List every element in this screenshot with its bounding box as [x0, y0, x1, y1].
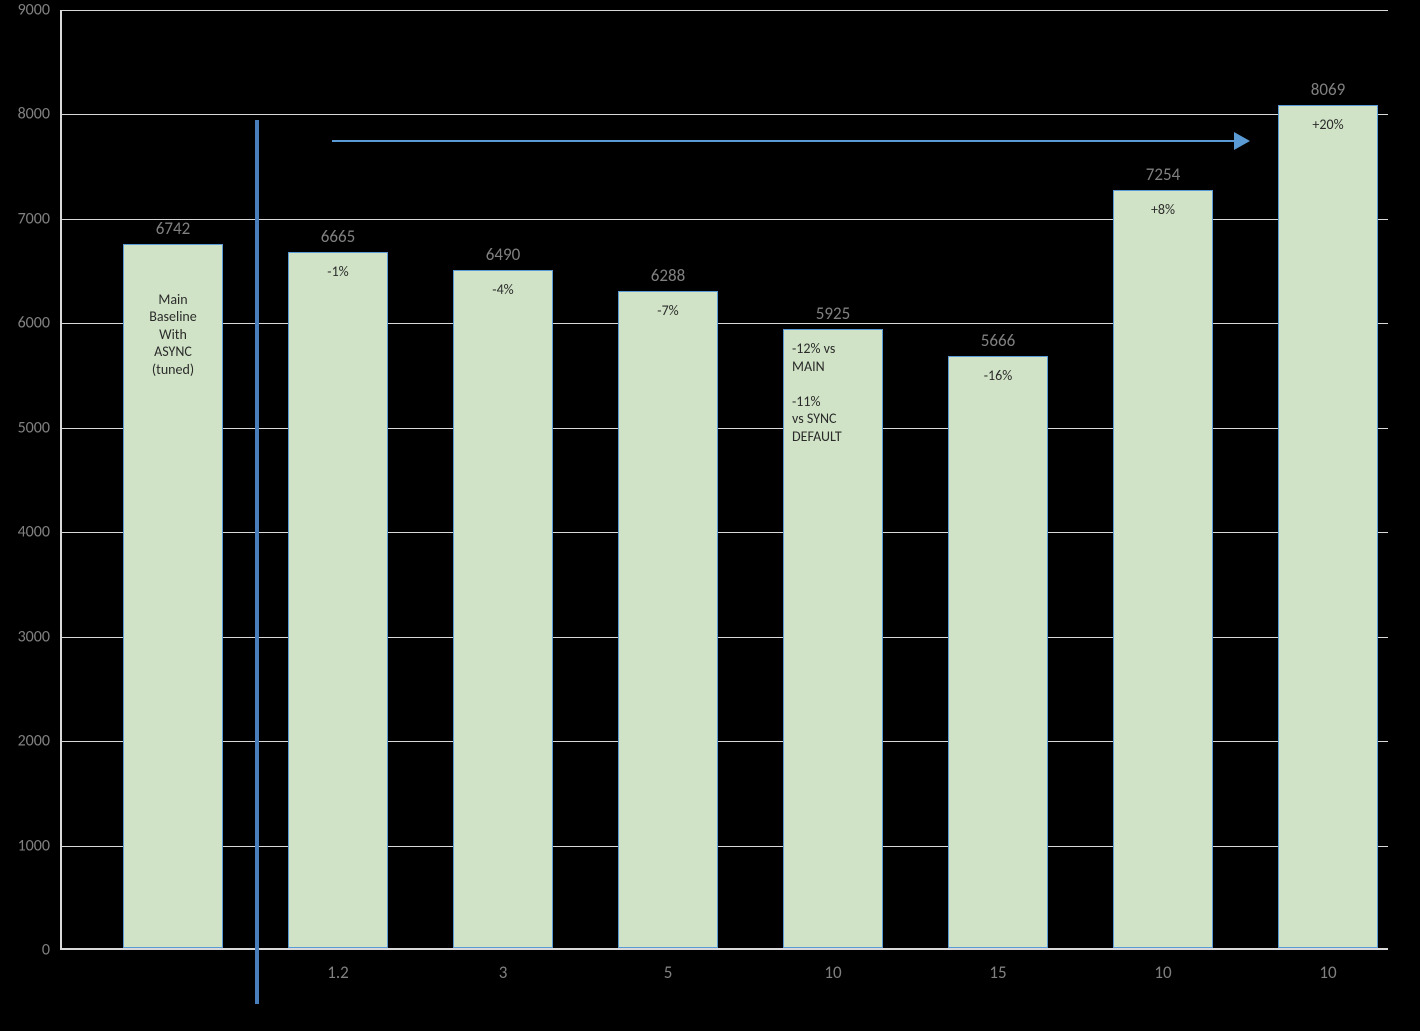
x-tick-label: 3: [499, 962, 508, 983]
bar-value-label: 5666: [981, 330, 1015, 351]
bar: 6288-7%: [618, 291, 718, 948]
trend-arrow-head: [1234, 132, 1250, 150]
x-tick-label: 10: [1319, 962, 1336, 983]
bar: 6665-1%: [288, 252, 388, 948]
bar: 8069+20%: [1278, 105, 1378, 948]
bar: 6742Main Baseline With ASYNC (tuned): [123, 244, 223, 948]
plot-area: 0100020003000400050006000700080009000674…: [60, 10, 1388, 950]
bar: 5925-12% vs MAIN -11% vs SYNC DEFAULT: [783, 329, 883, 948]
y-tick-label: 3000: [18, 627, 50, 646]
y-tick-label: 5000: [18, 418, 50, 437]
bar-value-label: 6742: [156, 218, 190, 239]
bar-inner-label: -4%: [454, 281, 552, 299]
y-tick-label: 1000: [18, 836, 50, 855]
y-tick-label: 4000: [18, 523, 50, 542]
y-tick-label: 0: [42, 941, 50, 960]
bar: 6490-4%: [453, 270, 553, 948]
y-tick-label: 8000: [18, 105, 50, 124]
gridline: [62, 10, 1388, 11]
bar-value-label: 6490: [486, 244, 520, 265]
bar-inner-label: -7%: [619, 302, 717, 320]
bar-value-label: 8069: [1311, 79, 1345, 100]
gridline: [62, 114, 1388, 115]
bar-inner-label: Main Baseline With ASYNC (tuned): [124, 291, 222, 379]
bar-value-label: 5925: [816, 303, 850, 324]
bar-inner-label: +20%: [1279, 116, 1377, 134]
y-tick-label: 9000: [18, 1, 50, 20]
bar-inner-label: +8%: [1114, 201, 1212, 219]
bar: 7254+8%: [1113, 190, 1213, 948]
trend-arrow: [332, 140, 1234, 142]
section-divider: [255, 120, 259, 1004]
bar-inner-label: -1%: [289, 263, 387, 281]
x-tick-label: 5: [664, 962, 673, 983]
bar-inner-label: -12% vs MAIN -11% vs SYNC DEFAULT: [784, 340, 882, 445]
bar-value-label: 6665: [321, 226, 355, 247]
bar: 5666-16%: [948, 356, 1048, 948]
x-tick-label: 15: [989, 962, 1006, 983]
x-tick-label: 10: [1154, 962, 1171, 983]
bar-inner-label: -16%: [949, 367, 1047, 385]
x-tick-label: 1.2: [327, 962, 349, 983]
x-tick-label: 10: [824, 962, 841, 983]
y-tick-label: 7000: [18, 209, 50, 228]
y-tick-label: 6000: [18, 314, 50, 333]
bar-value-label: 6288: [651, 265, 685, 286]
bar-chart: 0 1000 2000 3000 4000 5000 6000 7000 8000 9000 674…: [0, 0, 1420, 1031]
y-tick-label: 2000: [18, 732, 50, 751]
bar-value-label: 7254: [1146, 164, 1180, 185]
